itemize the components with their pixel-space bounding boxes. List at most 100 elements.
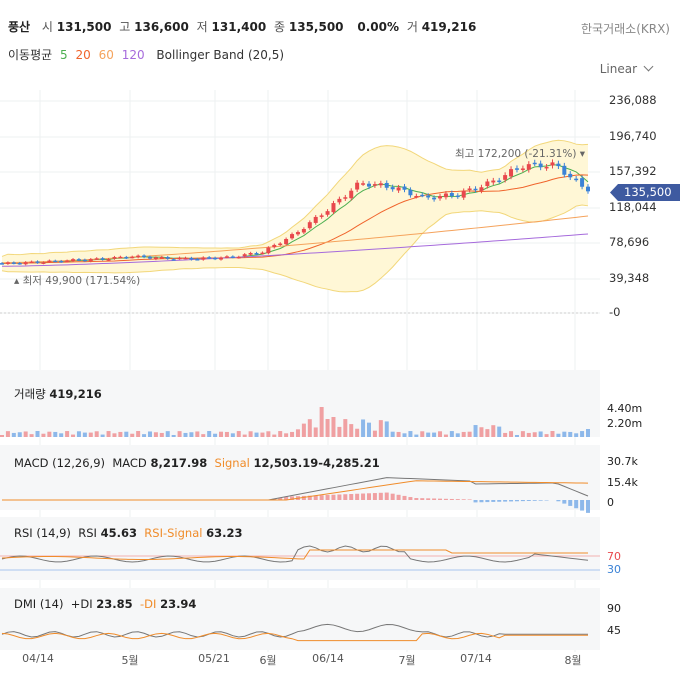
change-rate: 0.00% bbox=[357, 20, 399, 34]
volume-bar bbox=[426, 432, 431, 437]
volume-bar bbox=[325, 419, 330, 437]
candle-body bbox=[550, 162, 555, 166]
macd-histogram-bar bbox=[408, 497, 413, 500]
volume-bar bbox=[485, 429, 490, 437]
volume-bar bbox=[171, 434, 176, 437]
candle-body bbox=[414, 195, 419, 198]
rsi-signal-line bbox=[1, 549, 588, 560]
macd-histogram-bar bbox=[532, 500, 537, 501]
macd-histogram-bar bbox=[355, 493, 360, 500]
candle-body bbox=[349, 190, 354, 199]
candle-body bbox=[142, 255, 147, 258]
candle-body bbox=[426, 195, 431, 198]
macd-histogram-bar bbox=[278, 497, 283, 500]
scale-dropdown[interactable]: Linear bbox=[600, 62, 652, 76]
volume-tick-1: 4.40m bbox=[607, 402, 643, 415]
macd-histogram-bar bbox=[509, 500, 514, 502]
volume-bar bbox=[11, 432, 16, 437]
volume-bar bbox=[461, 431, 466, 437]
volume-bar bbox=[355, 428, 360, 437]
candle-body bbox=[53, 260, 58, 263]
dmi-lines bbox=[1, 623, 588, 642]
candles bbox=[0, 159, 590, 266]
volume-bar bbox=[509, 431, 514, 437]
volume-bar bbox=[94, 431, 99, 437]
volume-bar bbox=[201, 434, 206, 437]
price-axis-label: 196,740 bbox=[609, 129, 657, 143]
volume-bar bbox=[467, 431, 472, 437]
candle-body bbox=[384, 182, 389, 188]
x-axis-label: 05/21 bbox=[198, 652, 230, 665]
macd-histogram-bar bbox=[520, 500, 525, 502]
candle-body bbox=[586, 186, 590, 192]
candle-body bbox=[41, 262, 46, 264]
volume-bar bbox=[88, 432, 93, 437]
candle-body bbox=[544, 166, 549, 169]
ma120-line bbox=[1, 233, 589, 267]
macd-title: MACD (12,26,9) MACD 8,217.98 Signal 12,5… bbox=[14, 456, 380, 470]
candle-body bbox=[5, 262, 10, 264]
candle-body bbox=[402, 186, 407, 190]
candle-body bbox=[473, 188, 478, 191]
dmi-title: DMI (14) +DI 23.85 -DI 23.94 bbox=[14, 597, 197, 611]
volume-bar bbox=[17, 432, 22, 437]
candle-body bbox=[242, 254, 247, 257]
volume-bar bbox=[242, 434, 247, 437]
candle-body bbox=[372, 184, 377, 186]
volume-bar bbox=[195, 431, 200, 437]
macd-histogram-bar bbox=[349, 494, 354, 500]
macd-histogram-bar bbox=[443, 498, 448, 500]
volume-bar bbox=[236, 431, 241, 437]
volume-bar bbox=[497, 426, 502, 437]
volume-bar bbox=[284, 433, 289, 437]
macd-histogram-bar bbox=[461, 499, 466, 500]
volume-bar bbox=[118, 431, 123, 437]
bollinger-label: Bollinger Band (20,5) bbox=[156, 48, 285, 62]
last-price-tag: 135,500 bbox=[610, 184, 680, 201]
volume-bar bbox=[538, 431, 543, 437]
candle-body bbox=[295, 232, 300, 235]
candle-body bbox=[272, 244, 277, 248]
candle-body bbox=[568, 173, 573, 178]
x-axis-label: 6월 bbox=[259, 654, 277, 667]
volume-bar bbox=[568, 431, 573, 437]
volume-bar bbox=[503, 432, 508, 437]
candle-body bbox=[301, 228, 306, 233]
volume-bar bbox=[319, 407, 324, 437]
candle-body bbox=[574, 178, 579, 181]
volume-bar bbox=[224, 431, 229, 437]
ma120-label: 120 bbox=[121, 48, 145, 62]
price-header: 풍산 시 131,500 고 136,600 저 131,400 종 135,5… bbox=[8, 20, 477, 34]
high-price: 136,600 bbox=[134, 20, 189, 34]
volume-bar bbox=[153, 432, 158, 437]
close-price: 135,500 bbox=[288, 20, 344, 34]
volume-bar bbox=[443, 434, 448, 437]
candle-body bbox=[147, 256, 152, 259]
candle-body bbox=[325, 211, 330, 215]
volume-bar bbox=[47, 431, 52, 437]
volume-bar bbox=[349, 424, 354, 437]
volume-bar bbox=[514, 434, 519, 437]
macd-histogram-bar bbox=[556, 500, 561, 502]
volume-bar bbox=[307, 419, 312, 437]
macd-histogram-bar bbox=[497, 500, 502, 502]
volume-bar bbox=[124, 431, 129, 437]
volume-bar bbox=[219, 431, 224, 437]
candle-body bbox=[284, 238, 289, 245]
volume-bar bbox=[5, 431, 10, 437]
volume-bar bbox=[130, 433, 135, 437]
volume-bar bbox=[408, 431, 413, 437]
macd-histogram-bar bbox=[313, 495, 318, 500]
volume-bar bbox=[586, 429, 590, 437]
macd-histogram-bar bbox=[331, 494, 336, 500]
x-axis-label: 06/14 bbox=[312, 652, 344, 665]
candle-body bbox=[183, 257, 188, 260]
minus-di-line bbox=[1, 632, 588, 642]
candle-body bbox=[361, 183, 366, 185]
candle-body bbox=[130, 256, 135, 259]
candle-body bbox=[485, 181, 490, 187]
low-annotation: ▴ 최저 49,900 (171.54%) bbox=[14, 275, 141, 287]
macd-histogram-bar bbox=[580, 500, 585, 511]
macd-histogram-bar bbox=[562, 500, 567, 504]
